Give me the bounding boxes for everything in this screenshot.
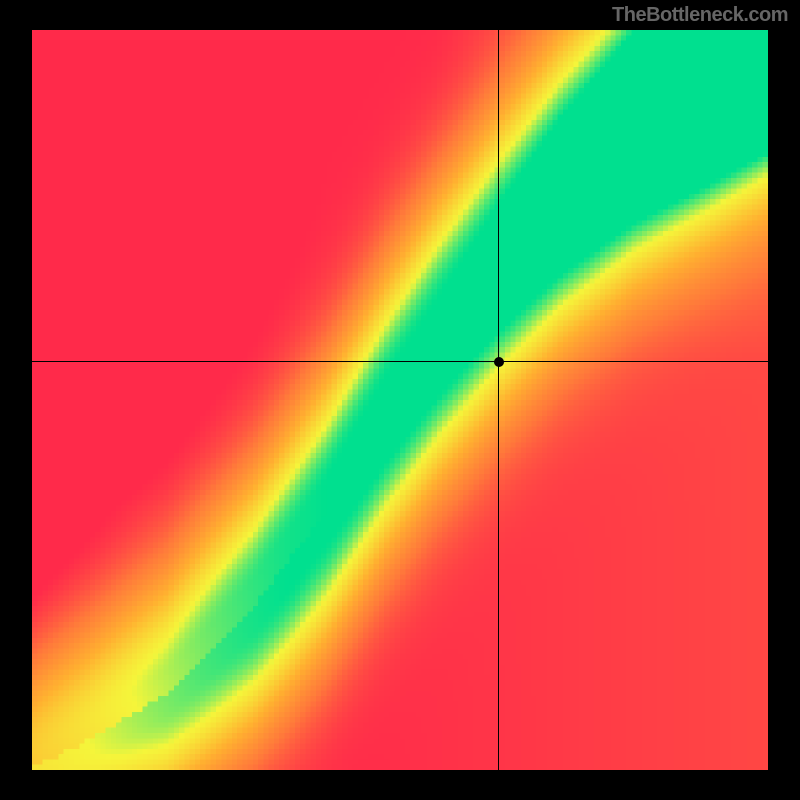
heatmap-plot-area — [32, 30, 768, 770]
crosshair-marker — [494, 357, 504, 367]
crosshair-vertical — [498, 30, 499, 770]
watermark-text: TheBottleneck.com — [612, 4, 788, 27]
chart-container: TheBottleneck.com — [0, 0, 800, 800]
crosshair-horizontal — [32, 361, 768, 362]
heatmap-canvas — [32, 30, 768, 770]
